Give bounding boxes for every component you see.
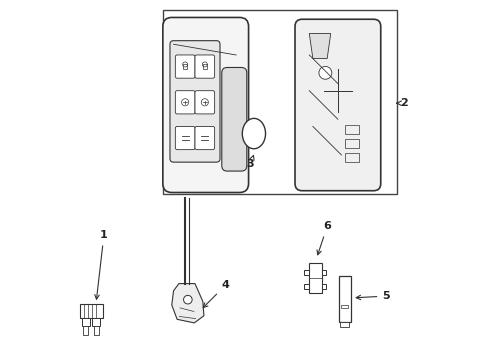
Circle shape: [184, 296, 192, 304]
Bar: [341, 305, 347, 308]
FancyBboxPatch shape: [195, 126, 215, 150]
Bar: [309, 263, 322, 293]
Bar: [94, 326, 98, 335]
Bar: [341, 322, 349, 327]
Bar: [304, 270, 309, 275]
Bar: [345, 153, 359, 162]
Polygon shape: [172, 284, 204, 323]
Bar: [203, 64, 207, 69]
Bar: [82, 318, 90, 327]
Bar: [183, 64, 187, 69]
FancyBboxPatch shape: [295, 19, 381, 191]
Bar: [93, 318, 100, 327]
FancyBboxPatch shape: [222, 67, 247, 171]
Bar: [345, 125, 359, 134]
FancyBboxPatch shape: [195, 55, 215, 78]
FancyBboxPatch shape: [175, 55, 195, 78]
Bar: [322, 270, 326, 275]
Text: 5: 5: [356, 291, 390, 301]
Bar: [322, 284, 326, 289]
Text: 6: 6: [317, 221, 331, 255]
Bar: [163, 10, 397, 194]
Bar: [304, 284, 309, 289]
Text: 3: 3: [246, 156, 254, 169]
FancyBboxPatch shape: [195, 91, 215, 114]
Text: 4: 4: [203, 280, 229, 307]
Polygon shape: [309, 33, 331, 59]
FancyBboxPatch shape: [175, 126, 195, 150]
FancyBboxPatch shape: [175, 91, 195, 114]
Bar: [345, 139, 359, 148]
Ellipse shape: [243, 118, 266, 149]
Bar: [80, 304, 103, 318]
Circle shape: [319, 66, 332, 79]
Text: 2: 2: [397, 98, 408, 108]
Bar: [339, 276, 351, 322]
FancyBboxPatch shape: [170, 41, 220, 162]
Text: 1: 1: [95, 230, 108, 299]
Bar: [83, 326, 88, 335]
FancyBboxPatch shape: [163, 18, 248, 193]
